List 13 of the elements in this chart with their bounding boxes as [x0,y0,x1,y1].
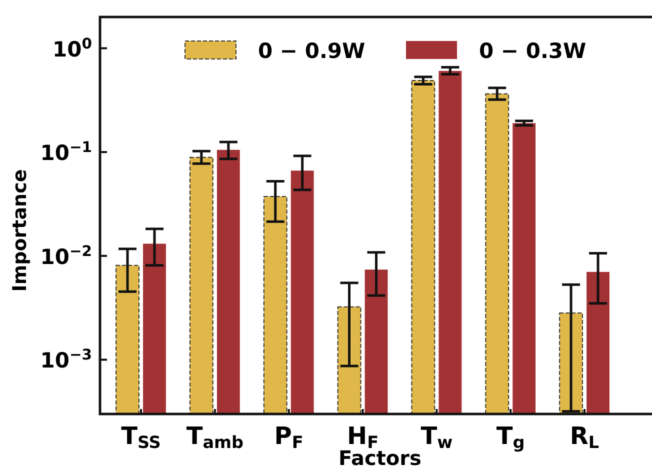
x-tick-label: P$_{F}$ [274,422,304,452]
y-tick-label: 10$^{0}$ [52,35,92,62]
legend-label: 0 − 0.3W [479,39,586,63]
y-tick-label: 10$^{−1}$ [40,138,92,166]
x-tick-label: T$_{amb}$ [186,422,244,452]
legend-label: 0 − 0.9W [258,39,366,63]
y-axis-title: Importance [9,169,31,292]
x-tick-label: R$_{L}$ [570,422,600,452]
y-tick-label: 10$^{−3}$ [40,346,92,373]
x-tick-label: T$_{SS}$ [121,422,161,452]
y-tick-label: 10$^{−2}$ [40,242,92,269]
x-tick-label: T$_{g}$ [496,422,525,452]
x-tick-label: T$_{w}$ [420,422,453,452]
